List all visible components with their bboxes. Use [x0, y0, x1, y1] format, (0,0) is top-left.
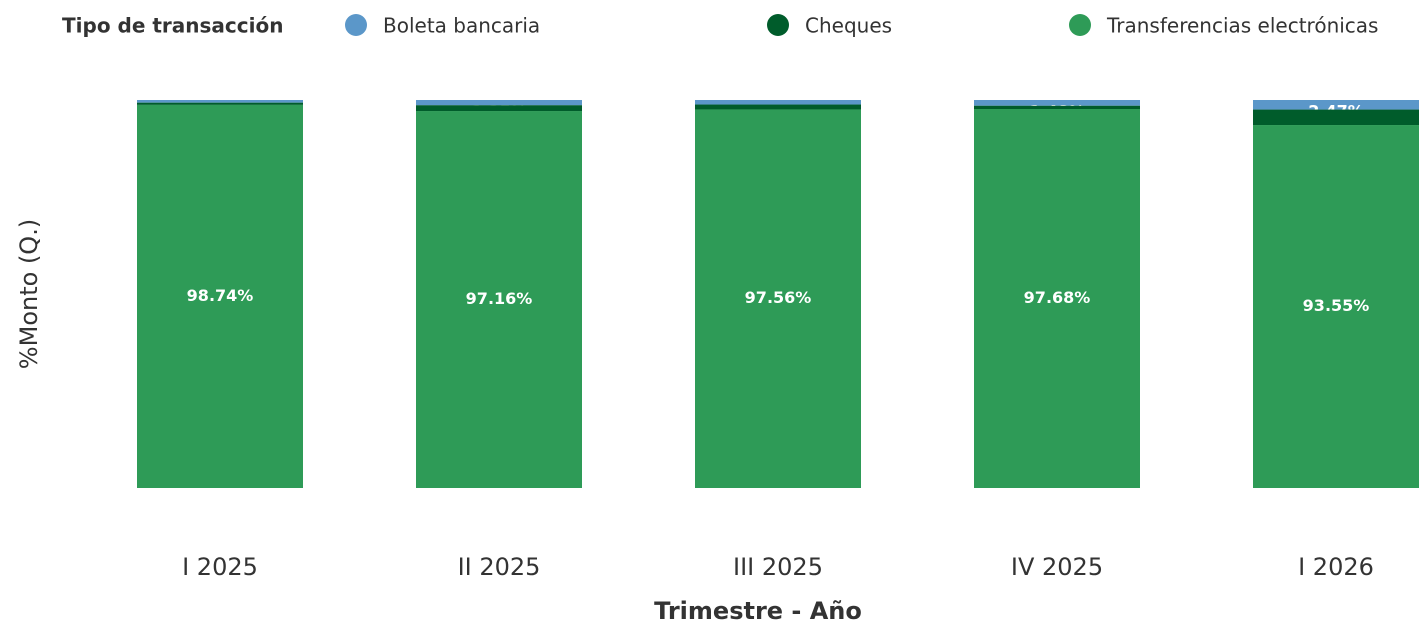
- x-axis-label: Trimestre - Año: [654, 597, 862, 625]
- legend-label: Boleta bancaria: [383, 14, 540, 38]
- bar-segment: [974, 100, 1140, 106]
- x-tick-label: III 2025: [733, 553, 823, 581]
- legend-marker: [767, 14, 789, 36]
- bar-segment: [137, 102, 303, 105]
- bar-segment: [416, 111, 582, 489]
- bar-segment: [1253, 125, 1419, 488]
- data-label: 97.16%: [466, 289, 533, 308]
- bar-segment: [695, 104, 861, 110]
- legend-title: Tipo de transacción: [62, 14, 283, 38]
- y-axis-label: %Monto (Q.): [15, 219, 43, 369]
- x-tick-label: IV 2025: [1011, 553, 1103, 581]
- data-label: 98.74%: [187, 286, 254, 305]
- data-label: 97.68%: [1024, 288, 1091, 307]
- legend-label: Transferencias electrónicas: [1106, 14, 1378, 38]
- legend-label: Cheques: [805, 14, 892, 38]
- x-tick-label: I 2025: [182, 553, 258, 581]
- bar-segment: [137, 100, 303, 103]
- bar-segment: [1253, 109, 1419, 126]
- bar-segment: [974, 105, 1140, 110]
- legend-marker: [1069, 14, 1091, 36]
- x-tick-label: I 2026: [1298, 553, 1374, 581]
- bar-segment: [137, 104, 303, 489]
- x-tick-label: II 2025: [458, 553, 541, 581]
- bar-segment: [974, 109, 1140, 489]
- bar-segment: [416, 100, 582, 106]
- bar-segment: [695, 100, 861, 105]
- data-label: 93.55%: [1303, 296, 1370, 315]
- legend-marker: [345, 14, 367, 36]
- bar-segment: [1253, 100, 1419, 110]
- data-label: 97.56%: [745, 288, 812, 307]
- bar-segment: [416, 105, 582, 112]
- bar-segment: [695, 109, 861, 489]
